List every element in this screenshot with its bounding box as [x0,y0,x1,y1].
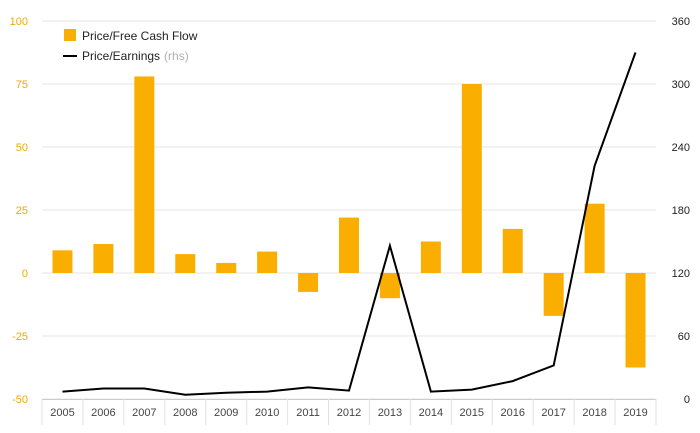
x-tick-label: 2013 [378,407,402,419]
legend-label-pe: Price/Earnings (rhs) [82,49,189,63]
bar-2016 [502,228,523,273]
gridlines [42,20,656,400]
bar-2010 [257,251,278,273]
legend: Price/Free Cash Flow Price/Earnings (rhs) [63,29,198,63]
y-left-tick-label: 100 [10,16,28,28]
x-tick-label: 2016 [500,407,524,419]
line-series [62,52,637,396]
x-tick-label: 2017 [541,407,565,419]
x-tick-label: 2007 [132,407,156,419]
legend-label-pfcf: Price/Free Cash Flow [82,29,198,43]
x-tick-label: 2010 [255,407,279,419]
y-right-tick-label: 300 [672,79,690,91]
x-tick-label: 2018 [582,407,606,419]
legend-swatch-pfcf [64,29,76,41]
y-left-tick-label: -50 [12,394,28,406]
bar-2008 [175,254,196,273]
x-tick-label: 2012 [337,407,361,419]
bar-series [52,76,646,368]
x-tick-label: 2009 [214,407,238,419]
y-right-tick-label: 60 [678,331,690,343]
bar-2012 [339,217,359,273]
bar-2017 [543,273,564,316]
y-left-tick-label: -25 [12,331,28,343]
y-right-tick-label: 240 [672,142,690,154]
x-tick-label: 2019 [623,407,647,419]
bar-2015 [461,84,482,273]
bar-2019 [625,273,646,368]
y-right-tick-label: 180 [672,205,690,217]
y-left-tick-label: 25 [16,205,28,217]
legend-label-pe-name: Price/Earnings [82,49,160,63]
bar-2006 [93,244,114,273]
x-tick-label: 2014 [419,407,443,419]
bar-2013 [379,273,400,299]
y-right-tick-label: 0 [684,394,690,406]
bar-2014 [420,241,441,273]
bar-2009 [216,262,237,273]
x-tick-label: 2015 [460,407,484,419]
bar-2005 [52,250,73,273]
x-tick-label: 2005 [50,407,74,419]
y-left-tick-label: 50 [16,142,28,154]
legend-label-pe-suffix: (rhs) [164,49,189,63]
y-left-tick-label: 75 [16,79,28,91]
bar-2018 [584,203,605,273]
axes: 2005 2006 2007 2008 2009 2010 2011 2012 2013 2014… [10,16,690,425]
x-tick-label: 2011 [296,407,320,419]
bar-2007 [134,76,155,273]
y-right-tick-label: 120 [672,268,690,280]
y-left-tick-label: 0 [22,268,28,280]
bar-2011 [298,273,319,292]
x-tick-label: 2008 [173,407,197,419]
x-tick-label: 2006 [91,407,115,419]
y-right-tick-label: 360 [672,16,690,28]
